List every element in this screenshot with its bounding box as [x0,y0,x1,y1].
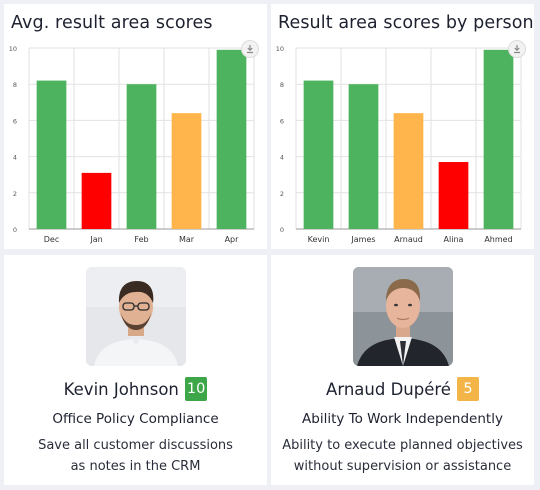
bar-kevin [303,80,334,229]
person-card-kevin[interactable]: Kevin Johnson 10 Office Policy Complianc… [4,255,267,485]
avatar [85,267,186,366]
x-tick-label: Apr [225,235,240,244]
avatar [352,267,453,366]
person-scores-chart: 0 2 4 6 8 10 Kevin James Arnaud Alina Ahmed [276,45,522,244]
bar-apr [216,49,247,230]
result-area-description: Save all customer discussions as notes i… [10,435,261,477]
x-tick-label: Alina [444,235,464,244]
y-tick-label: 8 [280,81,284,89]
download-icon[interactable] [241,40,259,58]
avg-scores-card: Avg. result area scores 0 2 4 6 8 10 Dec Jan Feb… [4,4,267,249]
person-name-row: Kevin Johnson 10 [4,377,267,401]
x-tick-label: Arnaud [394,235,423,244]
description-line: Save all customer discussions [38,438,233,453]
x-tick-label: Kevin [308,235,330,244]
bar-alina [438,162,469,229]
y-tick-label: 4 [13,154,17,162]
x-tick-label: Mar [179,235,195,244]
bar-feb [126,84,157,229]
y-tick-label: 2 [13,190,17,198]
description-line: Ability to execute planned objectives [282,438,523,453]
person-scores-card: Result area scores by person 0 2 4 6 8 10 Kevi… [271,4,534,249]
person-card-arnaud[interactable]: Arnaud Dupéré 5 Ability To Work Independ… [271,255,534,485]
avg-scores-title: Avg. result area scores [11,13,213,33]
avg-scores-chart: 0 2 4 6 8 10 Dec Jan Feb Mar Apr [9,45,255,244]
y-tick-label: 0 [280,226,284,234]
score-badge: 5 [456,377,479,401]
x-tick-label: Dec [44,235,59,244]
x-tick-label: Ahmed [484,235,512,244]
avatar-photo-icon [85,267,186,366]
person-scores-title: Result area scores by person [278,13,534,33]
y-tick-label: 10 [276,45,284,53]
bar-ahmed [483,49,514,230]
bar-mar [171,113,202,229]
x-tick-label: Feb [134,235,148,244]
bar-jan [81,172,112,229]
result-area-title: Ability To Work Independently [302,411,503,427]
x-tick-label: James [350,235,375,244]
person-name-row: Arnaud Dupéré 5 [271,377,534,401]
result-area-description: Ability to execute planned objectives wi… [277,435,528,477]
y-tick-label: 6 [13,117,17,125]
y-tick-label: 4 [280,154,284,162]
y-tick-label: 2 [280,190,284,198]
y-tick-label: 6 [280,117,284,125]
x-tick-label: Jan [89,235,102,244]
y-tick-label: 8 [13,81,17,89]
person-name: Arnaud Dupéré [326,379,451,399]
description-line: as notes in the CRM [70,459,201,474]
bar-dec [36,80,67,229]
description-line: without supervision or assistance [293,459,512,474]
y-tick-label: 10 [9,45,17,53]
score-badge: 10 [184,377,208,401]
person-name: Kevin Johnson [63,379,179,399]
y-tick-label: 0 [13,226,17,234]
bar-james [348,84,379,229]
result-area-title: Office Policy Compliance [52,411,219,427]
bar-arnaud [393,113,424,229]
avatar-photo-icon [352,267,453,366]
download-icon[interactable] [508,40,526,58]
